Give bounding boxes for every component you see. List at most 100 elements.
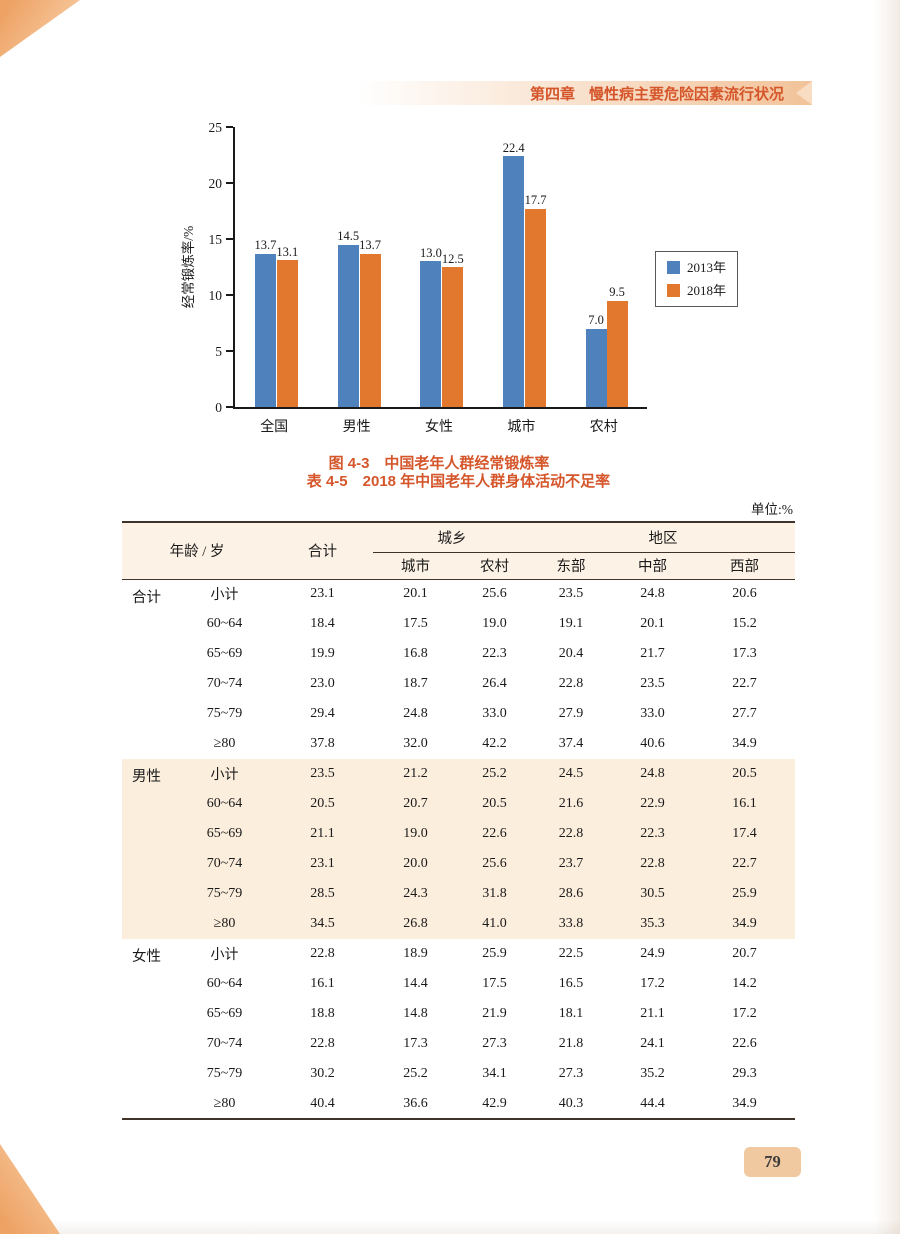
value-cell: 34.9 — [694, 909, 796, 939]
table-row: 60~64 20.5 20.7 20.5 21.6 22.9 16.1 — [122, 789, 796, 819]
table-row: 65~69 19.9 16.8 22.3 20.4 21.7 17.3 — [122, 639, 795, 669]
legend-series-label: 2018年 — [687, 283, 727, 298]
bar-2013年 — [585, 328, 607, 407]
col-header-east: 东部 — [531, 552, 611, 580]
age-range-cell: 60~64 — [206, 976, 243, 991]
age-range-cell: 60~64 — [206, 616, 243, 631]
col-header-total: 合计 — [272, 522, 373, 580]
age-range-cell: ≥80 — [213, 736, 236, 751]
value-cell: 22.8 — [310, 946, 335, 961]
table-unit-label: 单位:% — [751, 502, 793, 517]
row-group-label: 合计 — [132, 589, 161, 606]
col-header-rural: 农村 — [458, 552, 531, 580]
value-cell: 22.7 — [732, 676, 757, 691]
table-row: ≥80 34.5 26.8 41.0 33.8 35.3 34.9 — [122, 909, 796, 939]
col-header-central: 中部 — [611, 552, 694, 580]
table-row: 合计 小计 23.1 20.1 25.6 23.5 24.8 20.6 — [122, 579, 795, 609]
value-cell: 25.6 — [458, 849, 531, 879]
table-row: 男性 小计 23.5 21.2 25.2 24.5 24.8 20.5 — [122, 759, 796, 939]
age-range-cell: 60~64 — [177, 789, 272, 819]
value-cell: 22.8 — [558, 676, 584, 691]
value-cell: 21.1 — [272, 819, 373, 849]
col-group-region: 地区 — [531, 522, 796, 553]
y-tick-label: 25 — [208, 119, 223, 135]
decor-corner-top-left — [0, 0, 80, 57]
bar-2018年 — [442, 267, 464, 407]
table-row: 75~79 28.5 24.3 31.8 28.6 30.5 25.9 — [122, 879, 796, 909]
value-cell: 22.5 — [558, 946, 584, 961]
y-tick-label: 20 — [208, 175, 223, 191]
table-row: 65~69 18.8 14.8 21.9 18.1 21.1 17.2 — [122, 999, 795, 1029]
chapter-number: 第四章 — [529, 85, 575, 103]
value-cell: 27.3 — [558, 1066, 584, 1081]
value-cell: 25.2 — [403, 1066, 428, 1081]
value-cell: 34.9 — [732, 736, 757, 751]
bar-with-label: 13.1 — [276, 246, 298, 407]
value-cell: 22.3 — [482, 646, 507, 661]
bar-value-label: 13.1 — [276, 244, 299, 259]
table-row: 60~64 18.4 17.5 19.0 19.1 20.1 15.2 — [122, 609, 795, 639]
value-cell: 15.2 — [732, 616, 757, 631]
value-cell: 40.3 — [558, 1095, 584, 1111]
y-tick-label: 5 — [215, 343, 222, 359]
value-cell: 24.3 — [373, 879, 458, 909]
value-cell: 25.9 — [482, 946, 507, 961]
legend-color-swatch — [667, 261, 680, 274]
value-cell: 16.1 — [310, 976, 335, 991]
bar-group: 22.4 17.7 — [503, 142, 547, 407]
value-cell: 35.3 — [611, 909, 694, 939]
table-row: 70~74 22.8 17.3 27.3 21.8 24.1 22.6 — [122, 1029, 795, 1059]
table-4-5-section: 表 4-5 2018 年中国老年人群身体活动不足率 单位:% 年龄 / 岁 合计… — [122, 470, 796, 1120]
value-cell: 18.4 — [310, 616, 335, 631]
table-row: ≥80 40.4 36.6 42.9 40.3 44.4 34.9 — [122, 1089, 795, 1119]
table-row: 女性 小计 22.8 18.9 25.9 22.5 24.9 20.7 — [122, 939, 795, 969]
value-cell: 20.5 — [458, 789, 531, 819]
value-cell: 21.1 — [640, 1006, 665, 1021]
bar-value-label: 13.7 — [254, 238, 277, 253]
y-tick-label: 0 — [215, 399, 222, 415]
bar-group: 13.0 12.5 — [420, 247, 464, 407]
value-cell: 26.8 — [373, 909, 458, 939]
value-cell: 24.1 — [640, 1036, 665, 1051]
age-range-cell: 65~69 — [206, 1006, 243, 1021]
value-cell: 25.6 — [482, 586, 507, 602]
value-cell: 19.0 — [482, 616, 507, 631]
table-row: 75~79 30.2 25.2 34.1 27.3 35.2 29.3 — [122, 1059, 795, 1089]
value-cell: 33.8 — [531, 909, 611, 939]
legend-series-label: 2013年 — [687, 260, 727, 275]
bar-value-label: 22.4 — [502, 140, 525, 155]
bar-with-label: 13.7 — [359, 239, 381, 407]
age-range-cell: ≥80 — [213, 1095, 236, 1111]
value-cell: 20.5 — [272, 789, 373, 819]
bar-value-label: 7.0 — [588, 313, 604, 328]
value-cell: 24.9 — [640, 946, 665, 961]
value-cell: 22.8 — [611, 849, 694, 879]
x-axis-category-label: 城市 — [507, 420, 536, 435]
bar-2013年 — [254, 253, 276, 407]
page-edge-shadow-right — [874, 0, 900, 1234]
value-cell: 20.5 — [694, 759, 796, 789]
value-cell: 23.5 — [272, 759, 373, 789]
col-header-urban: 城市 — [373, 552, 458, 580]
bar-2013年 — [503, 156, 525, 407]
bar-with-label: 7.0 — [585, 313, 607, 407]
bar-group: 13.7 13.1 — [254, 238, 298, 407]
y-tick-mark — [226, 238, 233, 240]
age-range-cell: 75~79 — [206, 706, 243, 721]
y-tick-mark — [226, 350, 233, 352]
value-cell: 24.8 — [640, 586, 665, 602]
value-cell: 22.6 — [458, 819, 531, 849]
value-cell: 22.8 — [310, 1036, 335, 1051]
bar-2018年 — [276, 260, 298, 407]
bar-value-label: 12.5 — [441, 251, 464, 266]
y-tick-mark — [226, 406, 233, 408]
value-cell: 33.0 — [482, 706, 507, 721]
bar-with-label: 13.0 — [420, 247, 442, 407]
value-cell: 27.3 — [482, 1036, 507, 1051]
value-cell: 34.1 — [482, 1066, 507, 1081]
value-cell: 24.8 — [611, 759, 694, 789]
x-axis-labels: 全国 男性 女性 城市 农村 — [233, 416, 645, 436]
value-cell: 17.2 — [732, 1006, 757, 1021]
value-cell: 20.1 — [403, 586, 428, 602]
